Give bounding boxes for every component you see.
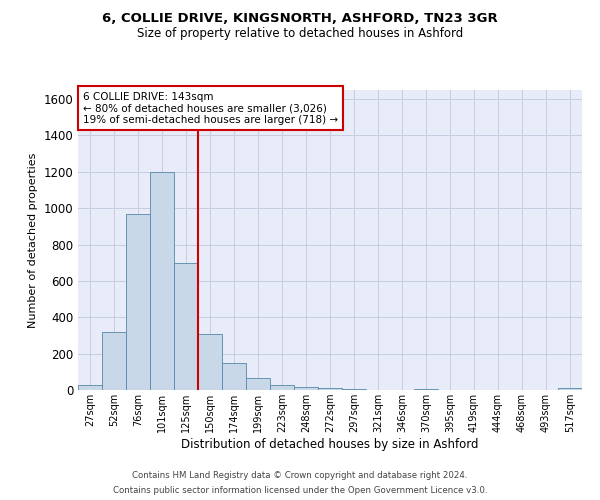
Text: Contains public sector information licensed under the Open Government Licence v3: Contains public sector information licen…: [113, 486, 487, 495]
Bar: [198, 334, 222, 390]
Bar: [174, 262, 198, 390]
Bar: [102, 332, 126, 390]
Bar: [318, 388, 342, 390]
X-axis label: Distribution of detached houses by size in Ashford: Distribution of detached houses by size …: [181, 438, 479, 451]
Bar: [342, 389, 366, 390]
Text: Contains HM Land Registry data © Crown copyright and database right 2024.: Contains HM Land Registry data © Crown c…: [132, 471, 468, 480]
Text: 6, COLLIE DRIVE, KINGSNORTH, ASHFORD, TN23 3GR: 6, COLLIE DRIVE, KINGSNORTH, ASHFORD, TN…: [102, 12, 498, 26]
Bar: [270, 386, 294, 390]
Text: 6 COLLIE DRIVE: 143sqm
← 80% of detached houses are smaller (3,026)
19% of semi-: 6 COLLIE DRIVE: 143sqm ← 80% of detached…: [83, 92, 338, 124]
Bar: [222, 362, 246, 390]
Y-axis label: Number of detached properties: Number of detached properties: [28, 152, 38, 328]
Bar: [246, 378, 270, 390]
Bar: [78, 386, 102, 390]
Bar: [558, 388, 582, 390]
Text: Size of property relative to detached houses in Ashford: Size of property relative to detached ho…: [137, 28, 463, 40]
Bar: [414, 388, 438, 390]
Bar: [126, 214, 150, 390]
Bar: [294, 388, 318, 390]
Bar: [150, 172, 174, 390]
